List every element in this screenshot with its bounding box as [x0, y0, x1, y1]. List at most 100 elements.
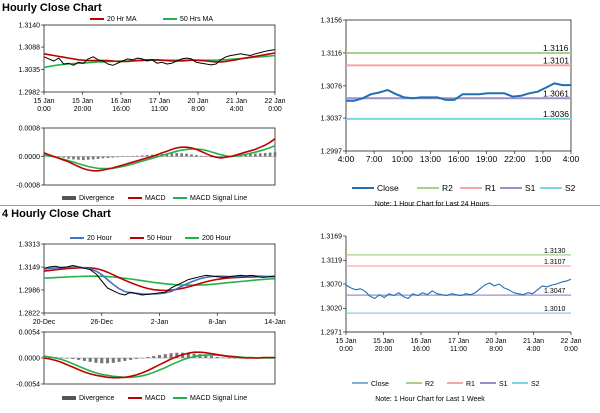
- four-hourly-macd-divergence-bar: [100, 358, 104, 364]
- four-hourly-macd-divergence-bar: [77, 358, 81, 360]
- x-tick-line: 16:00: [412, 346, 430, 353]
- four-hourly-price-x-tick-label: 8-Jan: [208, 319, 226, 326]
- hourly-macd-divergence-bar: [140, 155, 144, 157]
- four-hourly-price-x-tick-label: 26-Dec: [90, 319, 113, 326]
- x-tick-line: 4:00: [563, 154, 580, 164]
- weekly-level-label-s2: 1.3010: [544, 306, 566, 313]
- hourly-macd-divergence-bar: [145, 155, 149, 157]
- hourly-macd-divergence-bar: [209, 156, 213, 158]
- x-tick-line: 14-Jan: [264, 319, 286, 326]
- hourly-24h-x-tick-label: 13:00: [420, 154, 442, 164]
- weekly-y-tick-label: 1.3169: [321, 234, 343, 241]
- hourly-macd-divergence-bar: [258, 153, 262, 157]
- four-hourly-macd-divergence-bar: [111, 358, 115, 363]
- hourly-24h-level-label-s2: 1.3036: [543, 109, 569, 119]
- hourly-macd-divergence-bar: [67, 156, 70, 159]
- hourly-macd-divergence-bar: [273, 152, 277, 157]
- four-hourly-section-title: 4 Hourly Close Chart: [2, 208, 111, 220]
- hourly-macd-y-tick-label: 0.0000: [19, 154, 41, 161]
- four-hourly-price-x-tick-label: 14-Jan: [264, 319, 286, 326]
- weekly-legend-label: S1: [499, 381, 508, 388]
- four-hourly-macd-divergence-bar: [134, 358, 138, 359]
- hourly-section-title: Hourly Close Chart: [2, 2, 102, 14]
- four-hourly-macd-divergence-bar: [140, 358, 144, 359]
- weekly-level-label-s1: 1.3047: [544, 288, 566, 295]
- hourly-macd-divergence-bar: [249, 154, 252, 157]
- hourly-24h-level-label-s1: 1.3061: [543, 88, 569, 98]
- hourly-24h-y-tick-label: 1.2997: [321, 149, 343, 156]
- hourly-24h-legend-label: S2: [565, 183, 576, 193]
- x-tick-line: 0:00: [268, 106, 282, 113]
- hourly-macd-divergence-bar: [91, 156, 95, 160]
- x-tick-line: 16:00: [112, 106, 130, 113]
- x-tick-line: 22 Jan: [264, 98, 285, 105]
- hourly-24h-level-label-r1: 1.3101: [543, 55, 569, 65]
- hourly-price-legend-20ma-label: 20 Hr MA: [107, 16, 137, 23]
- weekly-close-line: [345, 278, 572, 300]
- four-hourly-macd-divergence-bar: [204, 355, 208, 358]
- x-tick-line: 4:00: [338, 154, 355, 164]
- hourly-macd-divergence-bar: [195, 155, 198, 157]
- four-hourly-price-x-tick-label: 20-Dec: [33, 319, 56, 326]
- weekly-x-tick-label: 22 Jan 0:00: [560, 338, 581, 353]
- weekly-y-tick-label: 1.3020: [321, 306, 343, 313]
- hourly-macd-divergence-bar: [81, 156, 85, 161]
- hourly-macd-divergence-bar: [190, 154, 193, 157]
- four-hourly-price-x-tick-label: 2-Jan: [151, 319, 169, 326]
- hourly-macd-divergence-bar: [126, 156, 129, 157]
- hourly-price-x-tick-label: 22 Jan 0:00: [264, 98, 285, 113]
- weekly-level-label-r2: 1.3130: [544, 248, 566, 255]
- four-hourly-price-series-0: [43, 265, 276, 296]
- four-hourly-macd-divergence-bar: [71, 358, 75, 359]
- hourly-macd-divergence-bar: [165, 153, 169, 157]
- four-hourly-macd-divergence-bar: [105, 358, 110, 364]
- hourly-price-y-tick-label: 1.3088: [19, 45, 41, 52]
- hourly-macd-divergence-bar: [62, 156, 65, 158]
- hourly-price-x-tick-label: 20 Jan 8:00: [187, 98, 208, 113]
- hourly-24h-y-tick-label: 1.3116: [321, 50, 342, 57]
- hourly-macd-divergence-bar: [42, 154, 46, 157]
- hourly-macd-divergence-bar: [106, 156, 110, 158]
- hourly-macd-divergence-bar: [254, 153, 257, 157]
- x-tick-line: 15 Jan: [33, 98, 54, 105]
- four-hourly-macd-legend-macd-label: MACD: [145, 395, 166, 402]
- hourly-24h-x-tick-label: 1:00: [535, 154, 552, 164]
- x-tick-line: 8-Jan: [208, 319, 226, 326]
- x-tick-line: 17 Jan: [448, 338, 469, 345]
- x-tick-line: 20:00: [74, 106, 92, 113]
- x-tick-line: 11:00: [151, 106, 168, 113]
- hourly-24h-y-tick-label: 1.3156: [321, 18, 343, 25]
- hourly-macd-divergence-bar: [175, 152, 179, 157]
- weekly-y-tick-label: 1.3119: [321, 258, 342, 265]
- hourly-macd-legend-macd-label: MACD: [145, 195, 166, 202]
- x-tick-line: 13:00: [420, 154, 442, 164]
- four-hourly-macd-divergence-bar: [169, 353, 173, 358]
- x-tick-line: 16:00: [448, 154, 470, 164]
- four-hourly-macd-divergence-bar: [65, 358, 69, 359]
- hourly-macd-divergence-bar: [204, 156, 208, 157]
- four-hourly-macd-divergence-bar: [42, 356, 46, 358]
- four-hourly-macd-divergence-bar: [82, 358, 86, 361]
- x-tick-line: 21 Jan: [523, 338, 544, 345]
- hourly-macd-divergence-bar: [185, 153, 188, 157]
- four-hourly-legend-200h-label: 200 Hour: [202, 235, 231, 242]
- hourly-macd-divergence-bar: [86, 156, 90, 160]
- weekly-y-tick-label: 1.3070: [321, 282, 343, 289]
- weekly-legend-label: R1: [466, 381, 475, 388]
- weekly-x-tick-label: 17 Jan 11:00: [448, 338, 469, 353]
- hourly-macd-divergence-bar: [96, 156, 100, 159]
- x-tick-line: 1:00: [535, 154, 552, 164]
- x-tick-line: 16 Jan: [110, 98, 131, 105]
- four-hourly-macd-legend-signal-label: MACD Signal Line: [190, 395, 247, 402]
- four-hourly-macd-divergence-bar: [88, 358, 92, 362]
- x-tick-line: 10:00: [392, 154, 414, 164]
- hourly-24h-x-tick-label: 4:00: [338, 154, 355, 164]
- weekly-x-tick-label: 20 Jan 8:00: [485, 338, 506, 353]
- four-hourly-macd-divergence-bar: [59, 357, 63, 359]
- four-hourly-price-y-tick-label: 1.2986: [19, 287, 41, 294]
